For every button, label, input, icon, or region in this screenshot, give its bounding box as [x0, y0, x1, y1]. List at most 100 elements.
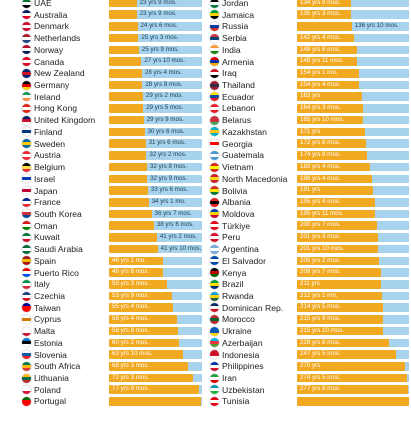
flag-icon [22, 127, 31, 137]
bar-track [297, 315, 409, 324]
bar-track [109, 209, 202, 219]
bar [297, 385, 409, 395]
country-label: Canada [34, 56, 65, 67]
flag-icon [210, 314, 219, 324]
country-label: Germany [34, 80, 70, 91]
bar-value-label: 142 yrs 4 mos. [300, 33, 341, 41]
country-label: South Korea [34, 208, 82, 219]
country-label: New Zealand [34, 68, 85, 79]
flag-icon [210, 174, 219, 184]
flag-icon [22, 103, 31, 113]
country-label: Hong Kong [34, 103, 78, 114]
flag-icon [210, 0, 219, 8]
bar-track [109, 174, 202, 184]
bar-value-label: 148 yrs 8 mos. [300, 45, 341, 53]
bar-track [109, 139, 202, 148]
flag-icon [22, 150, 31, 160]
country-label: Czechia [34, 291, 66, 301]
bar-track [109, 256, 202, 266]
bar-track [109, 10, 202, 19]
bar-track [109, 268, 202, 277]
flag-icon [22, 244, 31, 254]
bar-track [297, 186, 409, 195]
bar-track [297, 233, 409, 242]
country-label: Lithuania [34, 373, 69, 384]
bar-value-label: 174 yrs 8 mos. [300, 151, 341, 159]
flag-icon [210, 291, 219, 301]
bar [109, 326, 179, 336]
bar-track [109, 115, 202, 125]
country-label: Iran [222, 373, 237, 384]
bar-track [109, 350, 202, 359]
bar [109, 69, 142, 78]
bar-value-label: 172 yrs 8 mos. [300, 139, 341, 147]
flag-icon [22, 57, 31, 67]
bar-value-label: 53 yrs 9 mos. [112, 291, 150, 299]
bar-value-label: 215 yrs 10 mos. [300, 326, 345, 334]
bar-track [297, 303, 409, 312]
bar-value-label: 277 yrs 8 mos. [300, 385, 341, 393]
bar [297, 45, 357, 55]
bar [109, 22, 138, 31]
bar [109, 256, 163, 266]
country-label: Serbia [222, 33, 247, 44]
bar [297, 362, 405, 371]
bar-track [109, 385, 202, 395]
bar-track [297, 291, 409, 301]
country-label: Netherlands [34, 33, 81, 44]
bar [297, 397, 409, 406]
country-label: Moldova [222, 208, 255, 219]
bar-value-label: 31 yrs 6 mos. [148, 139, 186, 147]
flag-icon [210, 279, 219, 289]
bar-track [297, 33, 409, 43]
bar-track [297, 151, 409, 160]
bar-track [297, 397, 409, 406]
country-label: El Salvador [222, 255, 266, 266]
flag-icon [210, 244, 219, 254]
bar-track [297, 244, 409, 254]
country-label: Israel [34, 173, 56, 184]
bar-value-label: 50 yrs 3 mos. [112, 279, 150, 287]
country-label: Sweden [34, 138, 66, 149]
country-label: Italy [34, 279, 50, 290]
bar-value-label: 28 yrs 4 mos. [144, 69, 183, 77]
bar [109, 162, 147, 172]
flag-icon [22, 139, 31, 149]
country-label: Norway [34, 44, 64, 55]
bar-track [109, 33, 202, 43]
bar-track [109, 80, 202, 90]
country-label: Belarus [222, 115, 252, 126]
country-label: Azerbaijan [222, 337, 263, 348]
bar [297, 57, 357, 66]
bar-value-label: 25 yrs 3 mos. [141, 33, 179, 41]
country-label: Russia [222, 21, 249, 32]
country-label: Ireland [34, 91, 61, 102]
country-label: Portugal [34, 396, 67, 407]
flag-icon [210, 33, 219, 43]
flag-icon [210, 221, 219, 231]
bar-value-label: 188 yrs 4 mos. [300, 174, 341, 182]
country-label: Georgia [222, 138, 253, 149]
flag-icon [22, 92, 31, 102]
flag-icon [210, 209, 219, 219]
country-label: Armenia [222, 56, 254, 67]
bar-value-label: 215 yrs 9 mos. [300, 315, 341, 323]
flag-icon [210, 326, 219, 336]
bar-value-label: 29 yrs 2 mos. [145, 92, 184, 100]
bar [297, 279, 382, 289]
bar-value-label: 23 yrs 9 mos. [139, 10, 177, 18]
flag-icon [210, 256, 219, 266]
bar-track [297, 127, 409, 137]
bar-value-label: 63 yrs 10 mos. [112, 350, 153, 358]
bar-track [109, 303, 202, 312]
flag-icon [22, 80, 31, 90]
bar [297, 268, 381, 277]
country-label: Poland [34, 384, 61, 395]
bar [297, 256, 380, 266]
bar [297, 151, 367, 160]
flag-icon [210, 162, 219, 172]
bar-value-label: 134 yrs 8 mos. [300, 0, 341, 6]
flag-icon [22, 232, 31, 242]
flag-icon [22, 338, 31, 348]
